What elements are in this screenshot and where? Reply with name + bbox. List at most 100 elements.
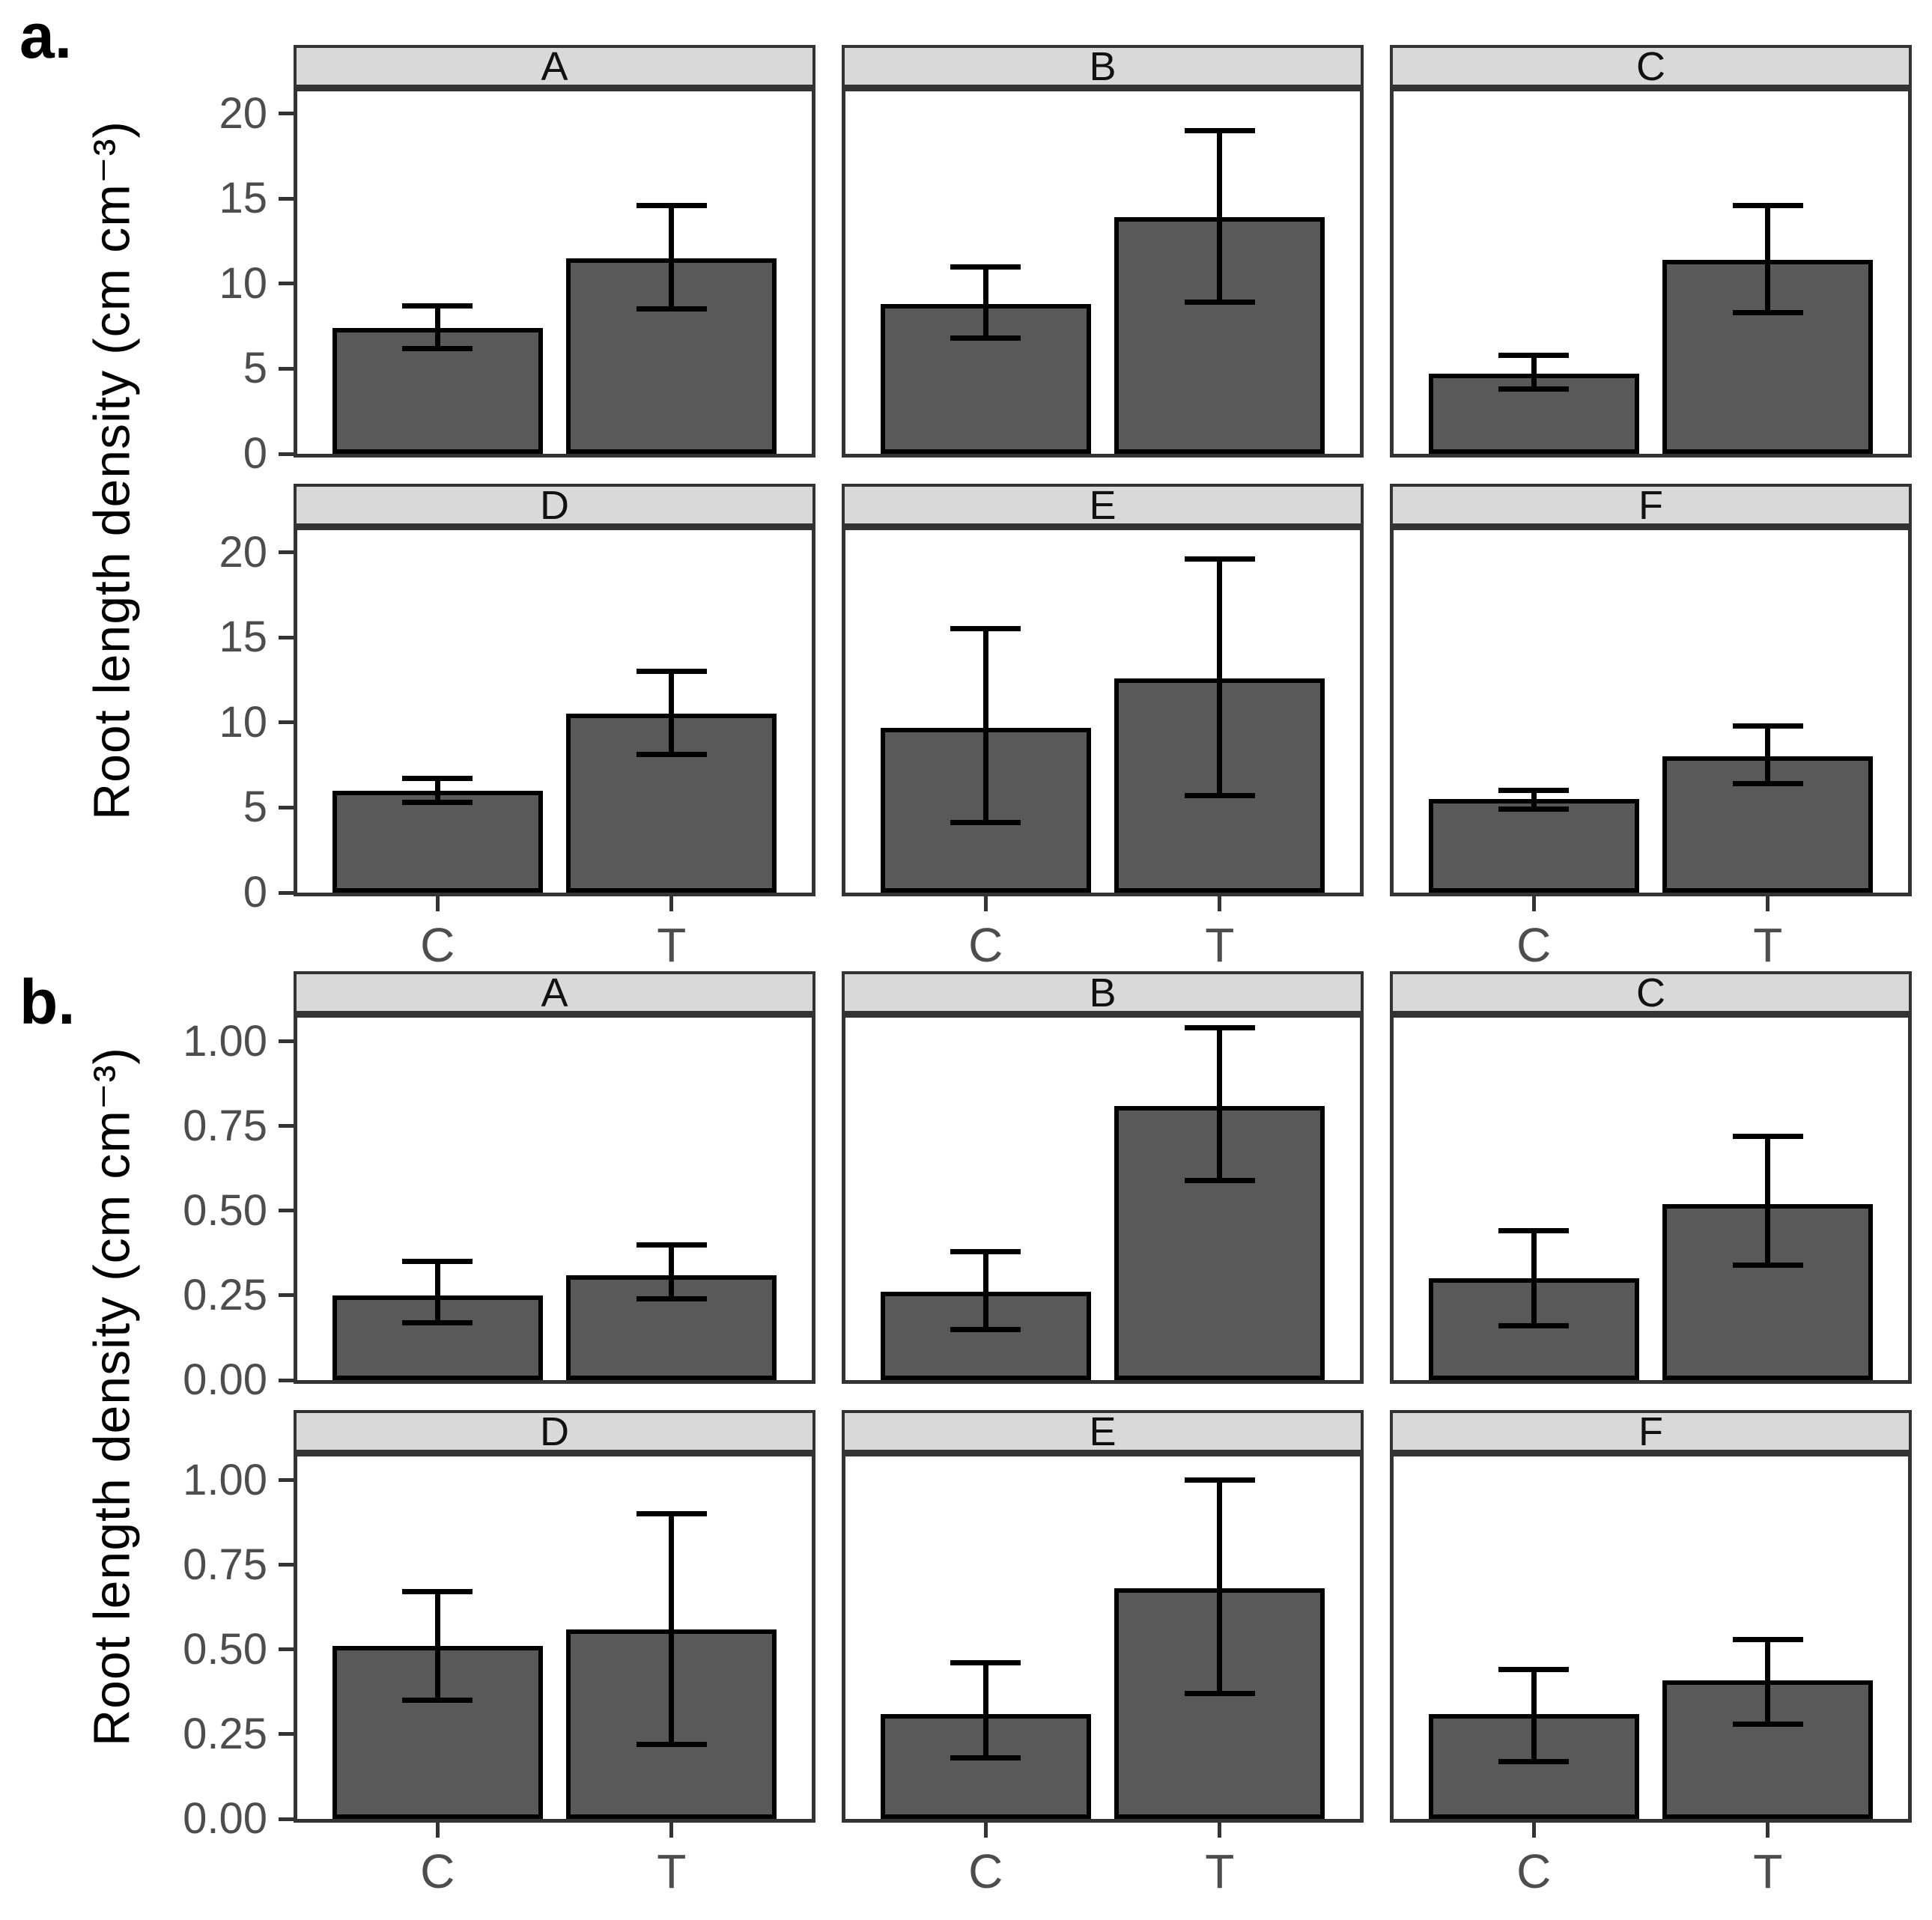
facet-strip: A xyxy=(294,971,815,1014)
error-bar-line xyxy=(669,671,675,755)
facet-plot xyxy=(842,1014,1364,1384)
y-tick-label: 0.75 xyxy=(183,1540,267,1589)
facet-strip-label: E xyxy=(1089,1409,1117,1454)
x-tick-label-T: T xyxy=(1753,918,1783,972)
x-tick-label-C: C xyxy=(1516,1844,1552,1898)
y-tick-label: 20 xyxy=(219,527,267,577)
x-tick-label-C: C xyxy=(420,918,455,972)
error-bar-cap-top xyxy=(1184,1025,1255,1031)
facet-strip-label: C xyxy=(1636,43,1665,89)
facet-plot: 0 5 10 15 20 C T xyxy=(219,526,815,969)
facet-strip: C xyxy=(1390,45,1912,88)
y-tick-label: 0.75 xyxy=(183,1101,267,1150)
y-tick-label: 1.00 xyxy=(183,1455,267,1504)
x-tick-label-C: C xyxy=(1516,918,1552,972)
facet-strip: E xyxy=(842,1410,1364,1453)
y-tick-label: 0.25 xyxy=(183,1270,267,1319)
x-tick-label-T: T xyxy=(1205,918,1235,972)
error-bar-cap-bottom xyxy=(950,1326,1021,1332)
error-bar-cap-bottom xyxy=(636,306,707,312)
x-tick-mark xyxy=(1766,1823,1770,1838)
error-bar-cap-bottom xyxy=(950,1755,1021,1761)
facet-strip: F xyxy=(1390,1410,1912,1453)
facet-plot xyxy=(842,88,1364,458)
facet-plot: 0.00 0.25 0.50 0.75 1.00 xyxy=(183,1014,815,1402)
error-bar-cap-bottom xyxy=(1732,781,1803,787)
error-bar-cap-bottom xyxy=(1184,792,1255,798)
error-bar-line xyxy=(434,778,440,803)
facet-plot: 0.00 0.25 0.50 0.75 1.00 C T xyxy=(183,1453,815,1895)
error-bar-cap-bottom xyxy=(636,752,707,758)
facet-plot: 0 5 10 15 20 xyxy=(219,88,815,476)
y-tick-mark xyxy=(279,890,294,895)
facet-strip: B xyxy=(842,45,1364,88)
error-bar-line xyxy=(1217,1027,1223,1181)
error-bar-line xyxy=(434,1591,440,1701)
x-tick-label-C: C xyxy=(420,1844,455,1898)
y-tick-mark xyxy=(279,1817,294,1821)
facet-plot xyxy=(1390,1014,1912,1384)
y-tick-mark xyxy=(279,1647,294,1652)
error-bar-line xyxy=(669,1245,675,1299)
error-bar-cap-bottom xyxy=(950,820,1021,826)
x-tick-label-C: C xyxy=(968,918,1003,972)
error-bar-cap-top xyxy=(950,264,1021,270)
x-tick-label-T: T xyxy=(1205,1844,1235,1898)
facet-cell-B: B xyxy=(842,971,1364,1384)
error-bar-cap-bottom xyxy=(402,800,473,806)
error-bar-cap-top xyxy=(1732,723,1803,729)
error-bar-line xyxy=(982,1251,988,1330)
error-bar-line xyxy=(1531,790,1537,809)
facet-strip-label: A xyxy=(541,43,568,89)
error-bar-line xyxy=(669,205,675,309)
error-bar-cap-bottom xyxy=(402,345,473,351)
error-bar-line xyxy=(1531,355,1537,389)
facet-strip-label: C xyxy=(1636,970,1665,1015)
error-bar-cap-bottom xyxy=(1184,1177,1255,1183)
error-bar-line xyxy=(1531,1231,1537,1326)
error-bar-cap-top xyxy=(950,1248,1021,1254)
error-bar-cap-bottom xyxy=(402,1319,473,1325)
y-tick-label: 15 xyxy=(219,174,267,223)
facet-strip-label: D xyxy=(540,1409,569,1454)
y-tick-mark xyxy=(279,196,294,201)
error-bar-cap-top xyxy=(950,626,1021,632)
y-tick-label: 0 xyxy=(243,868,267,917)
error-bar-cap-top xyxy=(402,303,473,309)
y-tick-label: 5 xyxy=(243,344,267,393)
error-bar-cap-bottom xyxy=(636,1742,707,1747)
x-tick-mark xyxy=(669,1823,674,1838)
facet-strip-label: B xyxy=(1089,970,1117,1015)
error-bar-cap-bottom xyxy=(1498,1323,1570,1329)
bar-C xyxy=(332,790,543,893)
x-tick-mark xyxy=(1531,1823,1536,1838)
error-bar-cap-bottom xyxy=(1498,1758,1570,1764)
y-tick-label: 0 xyxy=(243,429,267,478)
error-bar-cap-top xyxy=(636,1242,707,1248)
y-tick-label: 0.25 xyxy=(183,1709,267,1758)
facet-strip: D xyxy=(294,484,815,526)
error-bar-cap-top xyxy=(1498,1228,1570,1234)
facet-strip: E xyxy=(842,484,1364,526)
facet-strip: A xyxy=(294,45,815,88)
error-bar-line xyxy=(1765,205,1771,313)
y-tick-mark xyxy=(279,1124,294,1128)
bar-C xyxy=(1428,799,1639,893)
y-tick-label: 1.00 xyxy=(183,1016,267,1066)
panel-b-label: b. xyxy=(19,967,76,1037)
y-tick-label: 10 xyxy=(219,697,267,747)
facet-strip-label: F xyxy=(1638,1409,1663,1454)
y-tick-mark xyxy=(279,1293,294,1298)
y-tick-mark xyxy=(279,1209,294,1213)
y-tick-label: 0.50 xyxy=(183,1185,267,1235)
facet-plot xyxy=(1390,88,1912,458)
error-bar-cap-top xyxy=(1498,1667,1570,1673)
facet-cell-E: E C T xyxy=(842,484,1364,969)
error-bar-cap-bottom xyxy=(1732,1262,1803,1268)
error-bar-line xyxy=(982,628,988,823)
